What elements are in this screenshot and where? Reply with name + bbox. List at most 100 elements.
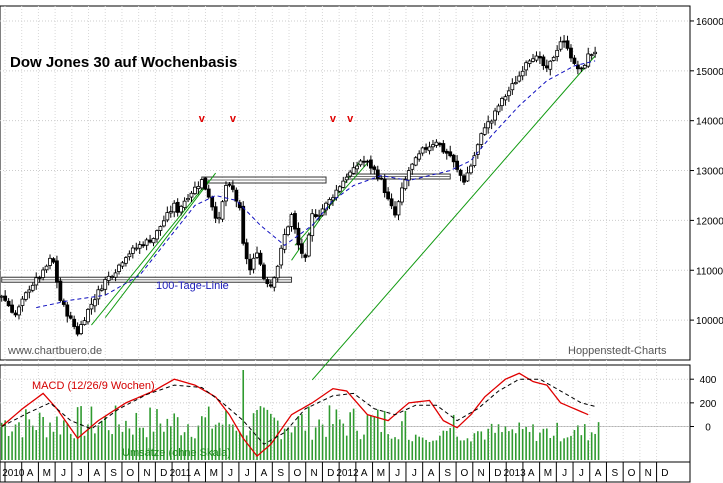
candle-body [289, 214, 294, 227]
candle-body [572, 57, 577, 64]
candle-body [331, 197, 335, 201]
sma100-line [36, 60, 596, 309]
candle-body [189, 192, 194, 198]
candle-body [137, 244, 142, 249]
month-label: D [160, 468, 167, 479]
candle-body [282, 234, 287, 250]
candle-body [306, 234, 311, 257]
candle-body [344, 176, 349, 181]
candle-body [27, 289, 32, 293]
candle-body [544, 65, 549, 69]
candle-body [424, 147, 428, 150]
candle-body [279, 247, 284, 266]
price-tick-label: 16000 [696, 17, 723, 28]
candle-body [448, 151, 453, 157]
macd-tick-label: 400 [700, 375, 717, 386]
candle-body [493, 110, 497, 121]
month-label: N [310, 468, 317, 479]
marker-v: v [347, 113, 354, 125]
candle-body [455, 160, 460, 170]
month-label: D [661, 468, 668, 479]
candle-body [151, 238, 156, 244]
candle-body [506, 90, 511, 97]
candle-body [165, 212, 170, 221]
candle-body [551, 56, 556, 61]
candle-body [58, 280, 63, 301]
marker-v: v [199, 113, 206, 125]
month-label: 2011 [170, 468, 192, 479]
candle-body [41, 269, 46, 278]
month-label: J [395, 468, 400, 479]
candle-body [224, 185, 228, 202]
candle-body [396, 201, 401, 216]
candle-body [420, 147, 425, 154]
candle-body [203, 177, 208, 190]
candle-body [458, 169, 463, 176]
candle-body [75, 326, 80, 335]
price-tick-label: 15000 [696, 67, 723, 78]
candle-body [220, 201, 225, 220]
candle-body [6, 300, 11, 307]
candle-body [379, 177, 384, 180]
price-tick-label: 12000 [696, 216, 723, 227]
candle-body [431, 144, 435, 148]
macd-line [1, 372, 589, 458]
month-label: M [43, 468, 51, 479]
sma-annotation: 100-Tage-Linie [156, 280, 229, 292]
candle-body [589, 54, 594, 56]
price-candles [0, 35, 598, 337]
candle-body [13, 312, 18, 316]
candle-body [275, 265, 280, 279]
month-label: A [94, 468, 101, 479]
candle-body [538, 56, 542, 59]
candle-body [55, 260, 59, 283]
candle-body [293, 213, 297, 230]
candle-body [255, 252, 259, 258]
candle-body [79, 324, 83, 335]
source-right: Hoppenstedt-Charts [568, 345, 667, 357]
candle-body [144, 239, 149, 246]
candle-body [320, 208, 325, 216]
month-label: 2010 [2, 468, 25, 479]
price-tick-label: 11000 [696, 266, 723, 277]
month-label: S [110, 468, 117, 479]
month-label: J [78, 468, 83, 479]
candle-body [569, 47, 573, 59]
month-label: M [544, 468, 552, 479]
candle-body [299, 243, 304, 254]
candle-body [541, 56, 546, 67]
candle-body [286, 226, 290, 236]
candle-body [375, 169, 380, 179]
candle-body [348, 171, 353, 177]
candle-body [562, 40, 566, 43]
candle-body [555, 49, 560, 57]
candle-body [593, 51, 598, 55]
candle-body [251, 257, 256, 270]
candle-body [500, 98, 504, 107]
candle-body [465, 172, 470, 182]
price-tick-label: 14000 [696, 117, 723, 128]
candle-body [182, 200, 187, 208]
month-label: M [377, 468, 385, 479]
candle-body [110, 276, 115, 278]
month-label: O [628, 468, 636, 479]
panel-frames [0, 5, 691, 483]
macd-lines [0, 372, 690, 458]
month-label: A [194, 468, 201, 479]
candle-body [365, 160, 370, 163]
candle-body [341, 180, 346, 188]
candle-body [410, 163, 415, 170]
candle-body [303, 254, 308, 258]
candle-body [417, 153, 422, 160]
month-label: A [595, 468, 602, 479]
candle-body [206, 188, 211, 198]
month-label: 2012 [336, 468, 359, 479]
candle-body [548, 60, 553, 70]
trendline [311, 55, 596, 381]
candle-body [17, 306, 21, 316]
candle-body [158, 226, 163, 231]
candle-body [451, 154, 456, 163]
month-label: S [611, 468, 618, 479]
month-label: N [645, 468, 652, 479]
